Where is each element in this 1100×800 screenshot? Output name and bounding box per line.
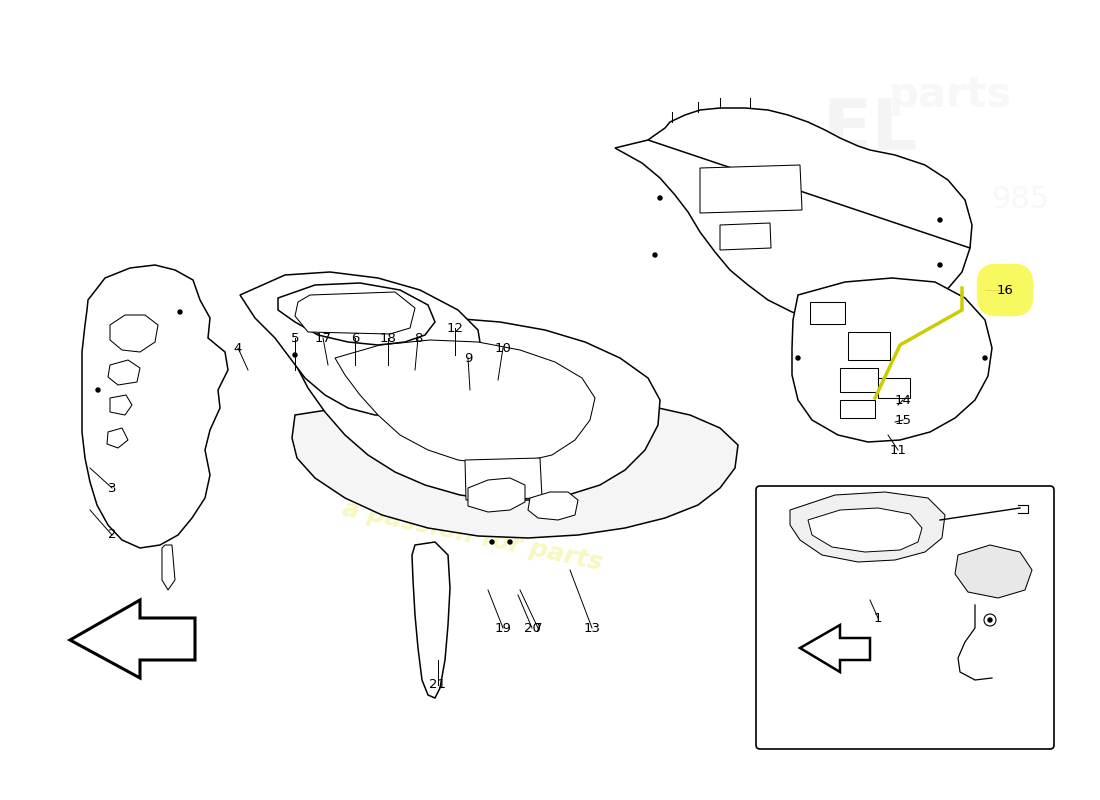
Text: 19: 19 [495,622,512,634]
Polygon shape [70,600,195,678]
Circle shape [490,540,494,544]
Circle shape [178,310,182,314]
Polygon shape [162,545,175,590]
Circle shape [984,614,996,626]
Circle shape [658,196,662,200]
Polygon shape [82,265,228,548]
Polygon shape [108,360,140,385]
Text: 3: 3 [108,482,117,494]
Polygon shape [720,223,771,250]
Text: 13: 13 [583,622,601,634]
Text: 18: 18 [379,331,396,345]
Polygon shape [810,302,845,324]
Text: 6: 6 [351,331,360,345]
Text: 12: 12 [447,322,463,334]
Polygon shape [848,332,890,360]
Polygon shape [700,165,802,213]
Polygon shape [292,395,738,538]
FancyBboxPatch shape [756,486,1054,749]
Text: 5: 5 [290,331,299,345]
Text: 21: 21 [429,678,447,691]
Text: 17: 17 [315,331,331,345]
Text: 15: 15 [894,414,912,426]
Polygon shape [465,458,542,500]
Text: 985: 985 [991,186,1049,214]
Polygon shape [295,318,660,500]
Polygon shape [240,272,482,415]
Polygon shape [648,108,972,248]
Text: 16: 16 [997,283,1013,297]
Circle shape [653,253,657,257]
Text: 8: 8 [414,331,422,345]
Text: 4: 4 [234,342,242,354]
Polygon shape [615,135,970,322]
Text: 7: 7 [534,622,542,634]
Text: 10: 10 [495,342,512,354]
Circle shape [938,263,942,267]
Polygon shape [840,368,878,392]
Polygon shape [808,508,922,552]
Circle shape [378,326,382,330]
Polygon shape [110,395,132,415]
Text: parts: parts [889,74,1012,116]
Circle shape [508,540,512,544]
Text: 14: 14 [894,394,912,406]
Circle shape [796,356,800,360]
Polygon shape [790,492,945,562]
Text: 16: 16 [997,283,1013,297]
Text: 9: 9 [464,351,472,365]
Text: 1: 1 [873,611,882,625]
Circle shape [550,503,560,513]
Polygon shape [468,478,525,512]
Circle shape [293,353,297,357]
Polygon shape [295,292,415,334]
Polygon shape [792,278,992,442]
Text: 20: 20 [524,622,540,634]
Polygon shape [336,340,595,464]
Polygon shape [800,625,870,672]
Text: EL: EL [823,95,917,165]
Polygon shape [878,378,910,398]
Polygon shape [107,428,128,448]
Circle shape [96,388,100,392]
Circle shape [938,218,942,222]
Text: a passion for parts: a passion for parts [340,496,605,575]
Polygon shape [278,283,434,345]
Polygon shape [412,542,450,698]
Text: 11: 11 [890,443,906,457]
Circle shape [988,618,992,622]
Polygon shape [110,315,158,352]
Polygon shape [840,400,874,418]
Text: 2: 2 [108,529,117,542]
Circle shape [983,356,987,360]
Polygon shape [528,492,578,520]
Polygon shape [955,545,1032,598]
